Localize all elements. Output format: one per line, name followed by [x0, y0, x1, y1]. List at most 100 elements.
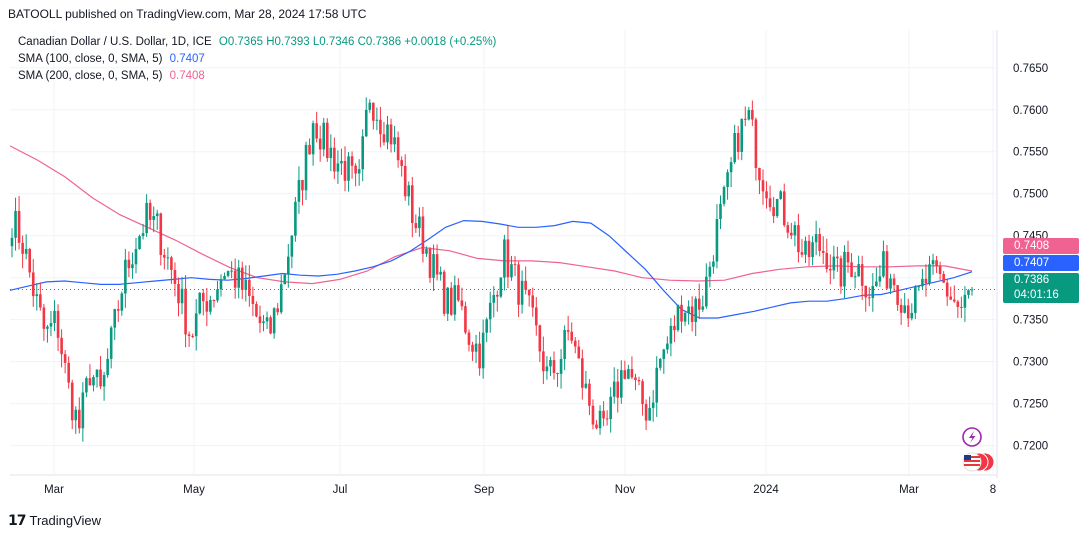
candle [648, 396, 651, 421]
candle [325, 118, 329, 162]
candle [92, 375, 95, 392]
candle [506, 225, 510, 289]
candle [311, 120, 315, 166]
candle [924, 264, 928, 297]
candle [70, 379, 74, 430]
candle [148, 199, 152, 230]
candle [545, 356, 549, 380]
candle [297, 166, 301, 214]
candle [768, 185, 772, 212]
candle [432, 244, 435, 292]
candle [556, 372, 559, 387]
sma200-row[interactable]: SMA (200, close, 0, SMA, 5) 0.7408 [18, 68, 496, 85]
candle [152, 206, 155, 233]
candle [145, 194, 148, 237]
candle [301, 179, 304, 206]
candle [216, 280, 219, 303]
candle [106, 348, 109, 378]
candle [765, 181, 768, 209]
candle [875, 267, 878, 287]
last-price-badge: 0.7386 04:01:16 [1003, 273, 1079, 303]
candle [747, 106, 751, 121]
symbol-row: Canadian Dollar / U.S. Dollar, 1D, ICE O… [18, 34, 496, 51]
candle [244, 265, 248, 302]
candle [903, 293, 906, 314]
candle [446, 286, 450, 322]
candle [513, 256, 517, 277]
candle [340, 148, 343, 175]
price-tick-label: 0.7300 [1013, 357, 1048, 369]
candle [67, 356, 70, 389]
candle [563, 325, 566, 371]
candle [467, 329, 471, 352]
candle [782, 183, 786, 227]
candle [666, 336, 669, 354]
candle [595, 420, 598, 430]
us-flag-events-icon[interactable] [962, 452, 995, 472]
candle [219, 274, 223, 297]
tradingview-logo-icon: 𝟭𝟳 [8, 512, 27, 528]
candle [743, 106, 747, 127]
candle [864, 285, 868, 312]
candle [113, 308, 117, 340]
time-axis[interactable]: Mar May Jul Sep Nov 2024 Mar 8 [44, 484, 996, 496]
candle [938, 261, 942, 280]
candle [28, 247, 32, 278]
candle [159, 212, 163, 266]
candle [272, 307, 276, 339]
candle [662, 348, 666, 374]
lightning-event-icon[interactable] [962, 427, 982, 447]
candle [591, 399, 595, 430]
candle [581, 349, 584, 400]
candle [690, 296, 694, 332]
tradingview-footer[interactable]: 𝟭𝟳 TradingView [8, 512, 101, 529]
candle [538, 324, 542, 363]
candle [949, 286, 953, 301]
candle [177, 277, 180, 317]
candle [10, 228, 14, 258]
price-tick-label: 0.7200 [1013, 441, 1048, 453]
candle [403, 154, 407, 201]
candle [853, 271, 857, 289]
sma100-row[interactable]: SMA (100, close, 0, SMA, 5) 0.7407 [18, 51, 496, 68]
candle [899, 298, 903, 325]
candle [21, 235, 24, 269]
candle [935, 255, 938, 273]
chart-legend: Canadian Dollar / U.S. Dollar, 1D, ICE O… [18, 34, 496, 85]
price-tick-label: 0.7650 [1013, 63, 1048, 75]
candle [357, 159, 361, 186]
candle [751, 100, 754, 127]
candle [180, 276, 184, 315]
bar-countdown: 04:01:16 [1014, 289, 1059, 301]
candle [928, 255, 931, 286]
candle [616, 369, 620, 413]
candle [279, 274, 283, 315]
candle [552, 351, 556, 380]
candle [85, 376, 88, 398]
candle [488, 291, 492, 333]
symbol-title: Canadian Dollar / U.S. Dollar, 1D, ICE [18, 36, 212, 48]
sma100-value: 0.7407 [169, 53, 205, 65]
candle [673, 315, 676, 343]
candle [287, 244, 290, 288]
candle [95, 369, 99, 388]
candle [425, 246, 428, 257]
price-tick-label: 0.7550 [1013, 147, 1048, 159]
candle [315, 111, 318, 143]
candle [609, 387, 612, 433]
candle [825, 238, 829, 273]
candle [375, 107, 379, 131]
candle [637, 376, 641, 386]
candle [496, 290, 499, 312]
candle [184, 275, 187, 348]
candle [39, 282, 42, 311]
candle [379, 106, 382, 148]
candle [333, 137, 336, 180]
candle [655, 356, 659, 417]
candle [88, 364, 92, 386]
candle [17, 196, 21, 250]
candle [350, 151, 354, 179]
candle [758, 167, 761, 195]
candle [534, 297, 538, 336]
